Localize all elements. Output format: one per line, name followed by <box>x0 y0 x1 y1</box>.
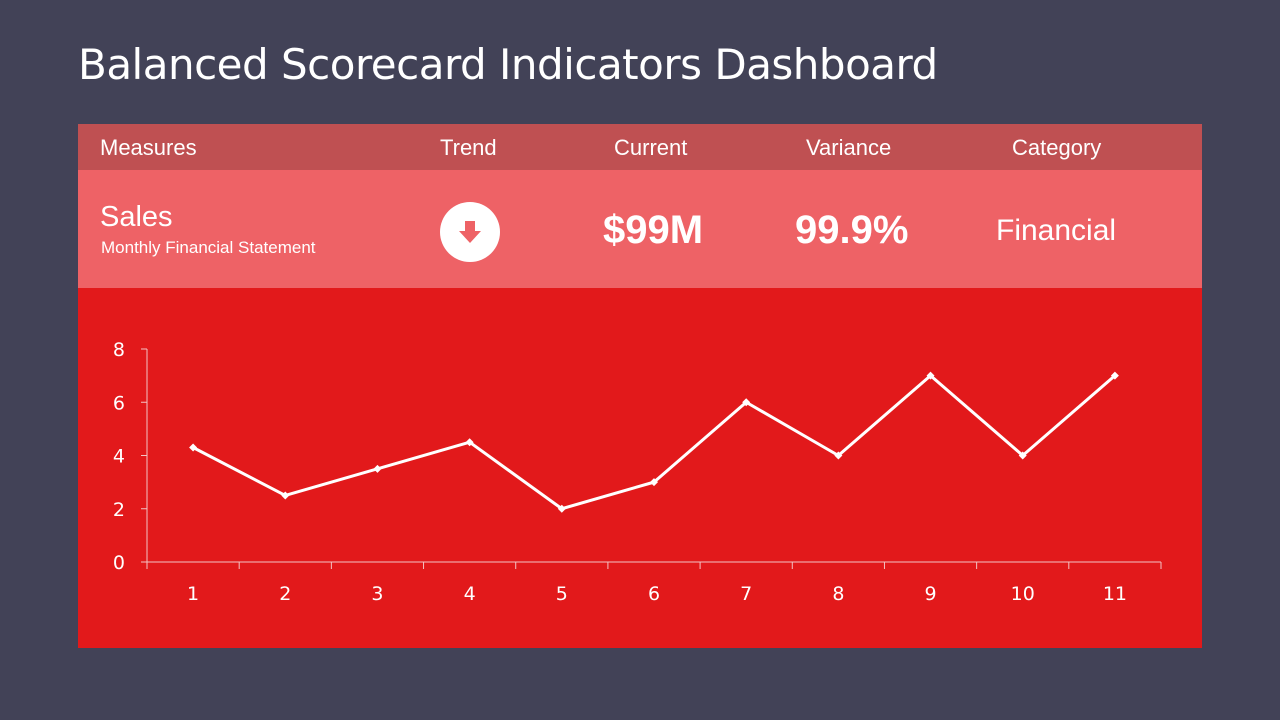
x-tick-label: 9 <box>924 583 936 605</box>
data-point-marker <box>557 504 566 513</box>
current-value: $99M <box>603 208 704 252</box>
header-category: Category <box>1012 135 1102 160</box>
data-point-marker <box>650 478 658 487</box>
x-tick-label: 10 <box>1011 583 1035 605</box>
y-tick-label: 8 <box>113 339 125 361</box>
data-point-marker <box>926 371 935 380</box>
data-point-marker <box>281 491 290 500</box>
data-point-marker <box>742 398 751 407</box>
y-tick-label: 4 <box>113 446 125 468</box>
y-tick-label: 2 <box>113 499 125 521</box>
data-point-marker <box>834 451 843 460</box>
data-point-marker <box>1018 451 1027 460</box>
chart-plot: 0 2 4 6 8 1 2 3 4 5 6 7 8 9 10 11 <box>113 339 1162 605</box>
header-variance: Variance <box>806 135 892 160</box>
header-measures: Measures <box>100 135 197 160</box>
data-point-marker <box>465 438 474 447</box>
variance-value: 99.9% <box>795 208 909 252</box>
x-tick-label: 5 <box>556 583 568 605</box>
header-trend: Trend <box>440 135 497 160</box>
arrow-down-circle-icon <box>440 202 500 262</box>
x-tick-label: 7 <box>740 583 752 605</box>
y-tick-label: 0 <box>113 552 125 574</box>
measure-subtitle: Monthly Financial Statement <box>101 238 316 257</box>
measure-name: Sales <box>100 201 173 233</box>
table-header: Measures Trend Current Variance Category <box>78 124 1202 170</box>
table-row[interactable]: Sales Monthly Financial Statement $99M 9… <box>78 170 1202 288</box>
scorecard-panel: Measures Trend Current Variance Category… <box>78 124 1202 648</box>
header-current: Current <box>614 135 688 160</box>
y-tick-label: 6 <box>113 392 125 414</box>
page-title: Balanced Scorecard Indicators Dashboard <box>78 40 938 89</box>
x-tick-label: 6 <box>648 583 660 605</box>
x-tick-label: 2 <box>279 583 291 605</box>
series-line <box>192 374 1116 511</box>
line-chart: 0 2 4 6 8 1 2 3 4 5 6 7 8 9 10 11 <box>78 288 1202 648</box>
x-tick-label: 3 <box>371 583 383 605</box>
data-point-marker <box>373 464 382 473</box>
x-tick-label: 4 <box>464 583 476 605</box>
x-tick-label: 11 <box>1103 583 1127 605</box>
data-point-marker <box>189 443 198 452</box>
data-point-marker <box>1110 371 1119 380</box>
x-tick-label: 1 <box>187 583 199 605</box>
category-value: Financial <box>996 214 1117 247</box>
x-tick-label: 8 <box>832 583 844 605</box>
